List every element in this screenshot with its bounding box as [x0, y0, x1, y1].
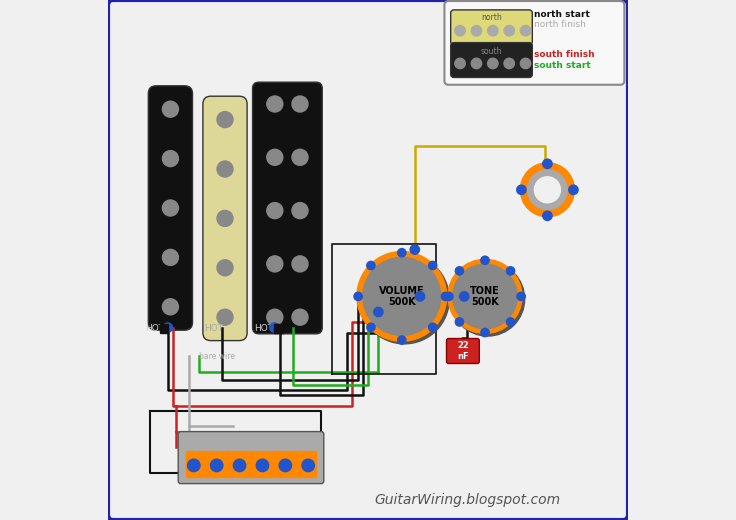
Circle shape — [279, 459, 291, 472]
Circle shape — [163, 101, 178, 117]
Circle shape — [459, 292, 469, 301]
Circle shape — [506, 267, 514, 275]
Text: 22
nF: 22 nF — [457, 341, 469, 361]
Circle shape — [456, 318, 464, 326]
Text: bare wire: bare wire — [199, 352, 235, 361]
Circle shape — [267, 96, 283, 112]
Circle shape — [267, 309, 283, 325]
Circle shape — [269, 323, 279, 332]
Circle shape — [256, 459, 269, 472]
Circle shape — [520, 25, 531, 36]
Circle shape — [397, 249, 406, 257]
Circle shape — [397, 336, 406, 344]
Circle shape — [292, 256, 308, 272]
Bar — [186, 451, 316, 477]
Circle shape — [163, 250, 178, 265]
Circle shape — [163, 151, 178, 166]
Circle shape — [267, 256, 283, 272]
FancyBboxPatch shape — [148, 86, 193, 330]
Circle shape — [428, 323, 437, 331]
Text: HOT: HOT — [255, 324, 274, 333]
FancyBboxPatch shape — [108, 0, 628, 520]
Circle shape — [520, 163, 574, 217]
Circle shape — [471, 58, 481, 69]
Circle shape — [210, 459, 223, 472]
Text: north: north — [481, 13, 502, 22]
Text: south: south — [481, 47, 502, 56]
FancyBboxPatch shape — [450, 10, 532, 45]
Circle shape — [528, 170, 567, 210]
Circle shape — [534, 177, 560, 203]
Circle shape — [415, 292, 425, 301]
Text: VOLUME
500K: VOLUME 500K — [379, 285, 425, 307]
Circle shape — [357, 252, 447, 341]
Circle shape — [542, 159, 552, 168]
Circle shape — [506, 318, 514, 326]
Circle shape — [481, 256, 489, 265]
Circle shape — [292, 149, 308, 165]
Circle shape — [267, 203, 283, 218]
Circle shape — [217, 161, 233, 177]
Circle shape — [445, 292, 453, 301]
Circle shape — [217, 309, 233, 325]
Circle shape — [455, 58, 465, 69]
Circle shape — [367, 262, 375, 270]
Text: north start: north start — [534, 9, 590, 19]
Circle shape — [374, 307, 383, 317]
Circle shape — [453, 264, 517, 329]
Circle shape — [504, 58, 514, 69]
Circle shape — [163, 323, 172, 332]
Circle shape — [267, 149, 283, 165]
Bar — [275, 324, 283, 333]
Circle shape — [163, 200, 178, 216]
Text: south start: south start — [534, 60, 591, 70]
Circle shape — [448, 259, 522, 333]
Circle shape — [292, 203, 308, 218]
Circle shape — [217, 260, 233, 276]
Circle shape — [542, 211, 552, 220]
Circle shape — [471, 25, 481, 36]
Circle shape — [520, 58, 531, 69]
Circle shape — [456, 267, 464, 275]
Circle shape — [292, 309, 308, 325]
Circle shape — [292, 96, 308, 112]
FancyBboxPatch shape — [178, 432, 324, 484]
Circle shape — [517, 292, 526, 301]
Circle shape — [487, 25, 498, 36]
Bar — [160, 324, 169, 333]
Circle shape — [360, 254, 449, 344]
Circle shape — [450, 262, 525, 336]
Circle shape — [410, 245, 420, 254]
Text: north finish: north finish — [534, 20, 587, 29]
Circle shape — [367, 323, 375, 331]
Circle shape — [569, 185, 578, 194]
FancyBboxPatch shape — [203, 96, 247, 341]
Circle shape — [504, 25, 514, 36]
Circle shape — [188, 459, 200, 472]
Text: HOT: HOT — [145, 324, 164, 333]
Circle shape — [302, 459, 314, 472]
Circle shape — [487, 58, 498, 69]
Circle shape — [428, 262, 437, 270]
Text: HOT: HOT — [204, 324, 223, 333]
FancyBboxPatch shape — [447, 339, 479, 363]
Circle shape — [363, 257, 441, 335]
FancyBboxPatch shape — [252, 82, 322, 334]
Circle shape — [233, 459, 246, 472]
Circle shape — [217, 112, 233, 127]
Text: GuitarWiring.blogspot.com: GuitarWiring.blogspot.com — [375, 493, 560, 507]
Circle shape — [455, 25, 465, 36]
Circle shape — [481, 328, 489, 336]
Circle shape — [442, 292, 450, 301]
Text: TONE
500K: TONE 500K — [470, 285, 500, 307]
FancyBboxPatch shape — [445, 1, 624, 85]
Text: south finish: south finish — [534, 50, 595, 59]
FancyBboxPatch shape — [450, 43, 532, 77]
Circle shape — [163, 299, 178, 315]
Circle shape — [217, 211, 233, 226]
Circle shape — [517, 185, 526, 194]
Circle shape — [354, 292, 362, 301]
